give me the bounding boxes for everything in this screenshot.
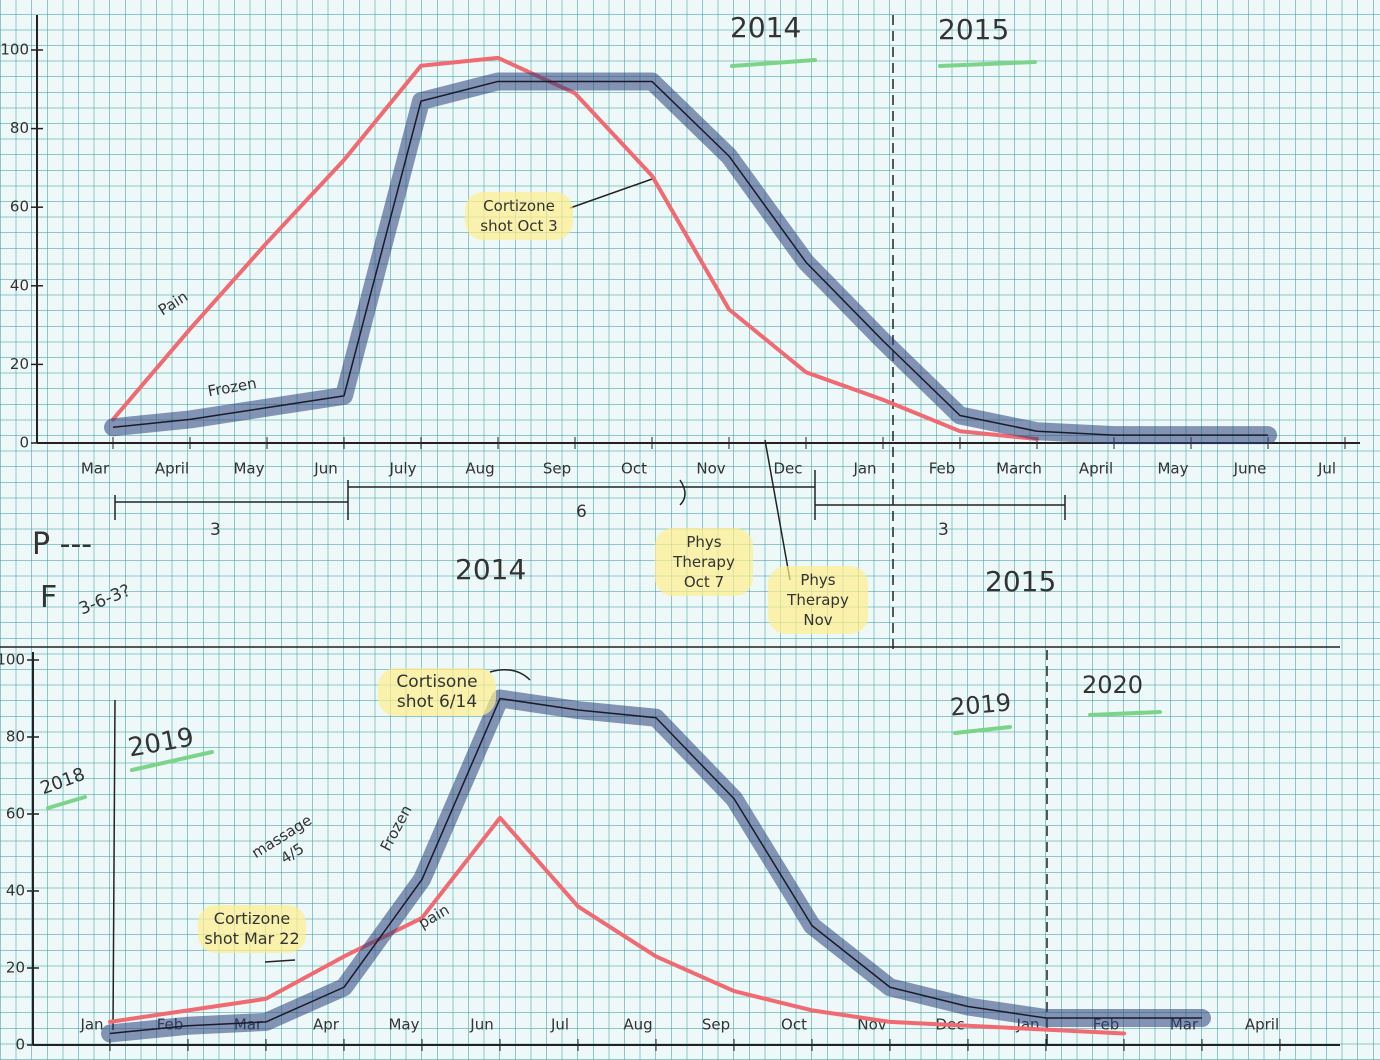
annotation: 3 — [938, 520, 949, 540]
y-tick-label: 0 — [15, 1036, 25, 1054]
series-label: Pain — [155, 287, 191, 319]
series-label: Frozen — [377, 802, 416, 854]
underline — [730, 58, 817, 68]
y-tick-label: 80 — [6, 728, 25, 746]
annotation: 2015 — [938, 13, 1010, 46]
x-tick-label: Aug — [623, 1016, 652, 1034]
annotation: Phys Therapy Nov — [768, 566, 868, 634]
series-line — [112, 80, 1268, 436]
x-tick-label: Dec — [773, 460, 802, 478]
y-tick-label: 20 — [6, 959, 25, 977]
y-tick-label: 20 — [10, 355, 29, 373]
arrow — [679, 479, 686, 506]
series-line — [111, 55, 1039, 442]
annotation: Phys Therapy Oct 7 — [655, 528, 753, 596]
x-tick-label: Apr — [313, 1016, 340, 1034]
series-line — [109, 697, 1202, 1035]
x-tick-label: March — [996, 460, 1042, 478]
x-tick-label: May — [233, 460, 264, 478]
highlight-band — [104, 72, 1277, 445]
y-tick-label: 40 — [6, 882, 25, 900]
underline — [130, 750, 214, 772]
x-tick-label: Jul — [1317, 460, 1336, 478]
x-tick-label: Sep — [543, 460, 571, 478]
x-tick-label: Jun — [469, 1016, 493, 1034]
annotation: 2019 — [125, 722, 197, 764]
underline — [46, 795, 87, 810]
annotation: 6 — [576, 502, 587, 522]
underlines — [46, 58, 1162, 810]
underline — [1088, 710, 1162, 717]
x-tick-label: Jan — [852, 460, 876, 478]
y-tick-label: 100 — [0, 651, 25, 669]
y-tick-label: 80 — [10, 119, 29, 137]
y-tick-label: 40 — [10, 276, 29, 294]
x-tick-label: Jan — [79, 1016, 103, 1034]
arrow — [764, 439, 791, 581]
x-tick-label: Jul — [550, 1016, 569, 1034]
x-tick-label: Oct — [621, 460, 647, 478]
annotation: Cortizone shot Oct 3 — [465, 192, 573, 240]
x-tick-label: June — [1233, 460, 1267, 478]
annotation: 2020 — [1082, 671, 1144, 699]
y-tick-label: 60 — [10, 198, 29, 216]
annotation: Cortisone shot 6/14 — [378, 668, 496, 716]
series-label: Frozen — [206, 374, 258, 400]
y-tick-label: 0 — [19, 434, 29, 452]
year-divider — [112, 699, 116, 1031]
annotation: 3 — [210, 520, 221, 540]
annotation: F — [40, 580, 58, 615]
annotation: 2014 — [730, 11, 802, 44]
x-tick-label: May — [388, 1016, 419, 1034]
annotation: 2014 — [455, 553, 527, 586]
annotation: Cortizone shot Mar 22 — [198, 905, 306, 953]
x-tick-label: Feb — [929, 460, 956, 478]
x-tick-label: Oct — [781, 1016, 807, 1034]
underline — [953, 725, 1012, 735]
annotation: 2019 — [948, 688, 1013, 722]
y-tick-label: 100 — [0, 41, 29, 59]
annotation: P --- — [32, 527, 93, 562]
decorations — [0, 15, 1340, 1045]
series-line — [108, 815, 1126, 1036]
x-tick-label: Mar — [81, 460, 110, 478]
x-tick-label: May — [1157, 460, 1188, 478]
x-tick-label: April — [1245, 1016, 1279, 1034]
y-tick-label: 60 — [6, 805, 25, 823]
arrow — [489, 669, 531, 681]
x-tick-label: April — [155, 460, 189, 478]
x-tick-label: Jun — [313, 460, 337, 478]
underline — [938, 60, 1037, 68]
annotation: 2015 — [985, 565, 1057, 598]
x-tick-label: April — [1079, 460, 1113, 478]
x-tick-label: Sep — [702, 1016, 730, 1034]
x-tick-label: Aug — [465, 460, 494, 478]
x-tick-label: July — [389, 460, 417, 478]
arrow — [569, 177, 656, 209]
x-tick-label: Nov — [696, 460, 725, 478]
series-label: pain — [415, 901, 452, 933]
line-chart: 0 20 40 60 80 100 Mar April May Jun July Aug Sep Oct N… — [0, 15, 1360, 478]
arrow — [264, 959, 296, 963]
